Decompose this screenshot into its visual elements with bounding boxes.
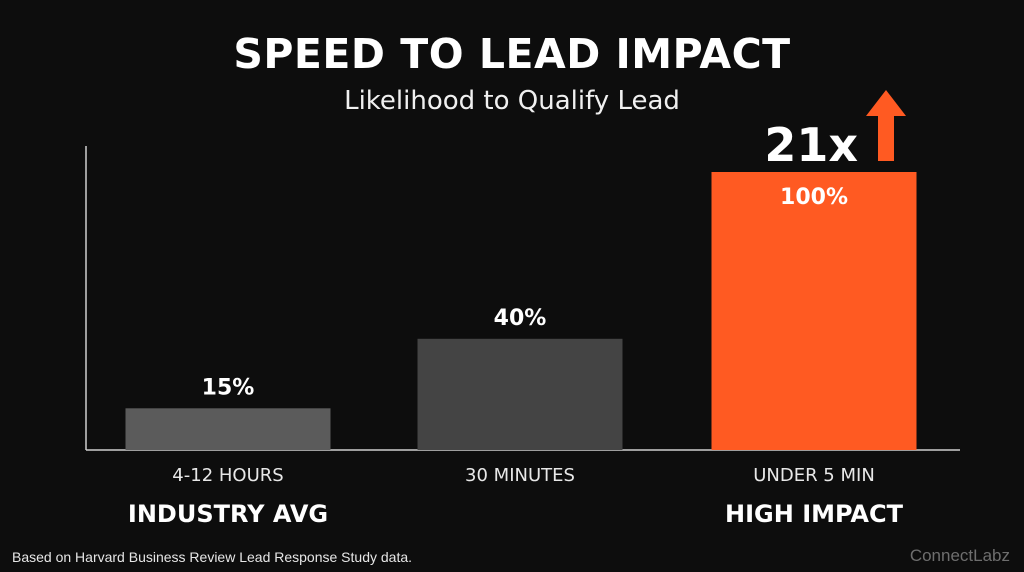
value-label: 100% [780, 185, 848, 210]
chart-title: SPEED TO LEAD IMPACT [233, 30, 791, 78]
value-label: 15% [202, 375, 255, 400]
bar-1 [125, 408, 331, 450]
bar-3 [711, 172, 917, 450]
chart-subtitle: Likelihood to Qualify Lead [344, 86, 680, 116]
category-label: 4-12 HOURS [172, 465, 283, 486]
category-label: 30 MINUTES [465, 465, 575, 486]
bar-2 [417, 338, 623, 450]
group-label: HIGH IMPACT [725, 500, 904, 528]
source-footnote: Based on Harvard Business Review Lead Re… [12, 549, 413, 565]
multiplier-label: 21x [764, 118, 858, 172]
group-label: INDUSTRY AVG [128, 500, 328, 528]
brand-watermark: ConnectLabz [909, 546, 1010, 565]
value-label: 40% [494, 306, 547, 331]
growth-annotation: 21x [764, 90, 906, 172]
category-label: UNDER 5 MIN [753, 465, 875, 486]
arrow-up-icon [866, 90, 906, 161]
